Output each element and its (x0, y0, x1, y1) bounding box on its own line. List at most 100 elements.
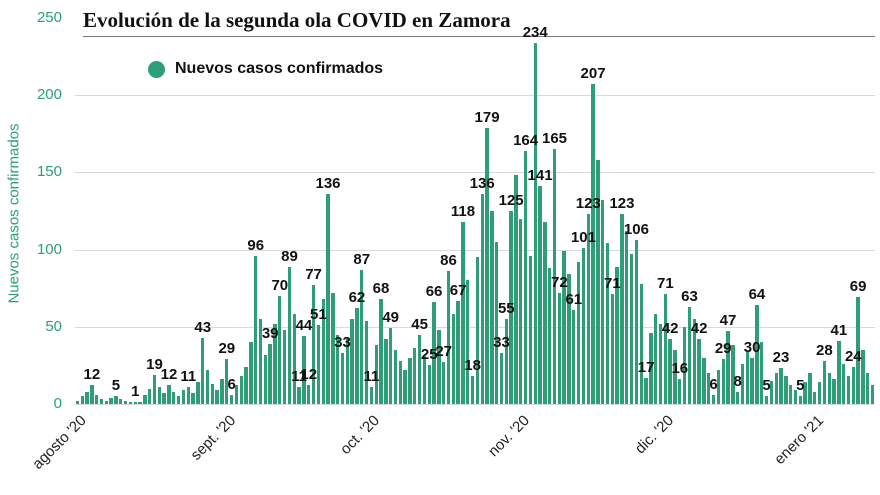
bar (90, 385, 94, 404)
bar (740, 363, 745, 404)
bar (682, 326, 687, 404)
bar (644, 377, 648, 404)
bar-value-label: 28 (816, 341, 833, 359)
bar (403, 370, 407, 404)
bar (374, 345, 378, 404)
bar-value-label: 18 (464, 357, 481, 375)
bar-value-label: 64 (748, 286, 766, 304)
bar-value-label: 12 (160, 366, 178, 384)
bar-value-label: 6 (709, 375, 718, 393)
bar (258, 319, 263, 404)
bar (152, 374, 157, 404)
bar-value-label: 25 (420, 346, 438, 364)
bar-value-label: 42 (661, 320, 679, 338)
bar-value-label: 17 (637, 358, 655, 376)
x-tick-label: dic. '20 (632, 412, 678, 458)
bar (384, 339, 388, 404)
y-tick-label: 50 (45, 317, 62, 335)
bar (417, 334, 422, 404)
bar-value-label: 30 (743, 338, 761, 356)
bar (538, 186, 542, 404)
bar (841, 363, 846, 404)
bar (413, 348, 417, 404)
bar (181, 390, 186, 404)
bar (99, 399, 104, 404)
bar (167, 385, 171, 404)
title-underline (83, 36, 875, 37)
bar (697, 339, 701, 404)
bar-value-label: 71 (604, 275, 621, 293)
bar-value-label: 61 (565, 290, 583, 308)
bar-value-label: 27 (435, 343, 453, 361)
bar (393, 349, 398, 404)
bar (360, 269, 364, 404)
bar-value-label: 29 (218, 340, 236, 358)
bar (172, 391, 176, 404)
bar-value-label: 62 (348, 289, 366, 307)
bar (148, 388, 152, 404)
bar (254, 255, 258, 404)
bar-value-label: 63 (681, 287, 698, 305)
bar (451, 314, 455, 404)
bar (605, 243, 610, 404)
bar (220, 379, 224, 404)
bar-value-label: 87 (353, 250, 371, 268)
bar-value-label: 23 (772, 349, 790, 367)
bar (721, 359, 725, 404)
bar (567, 274, 571, 404)
bar (133, 402, 137, 404)
bar (750, 357, 754, 404)
legend-label: Nuevos casos confirmados (175, 60, 384, 77)
bar-value-label: 39 (261, 324, 279, 342)
bar (475, 257, 480, 404)
bar (866, 373, 870, 404)
bar (769, 380, 774, 404)
bar (601, 200, 605, 404)
bar (514, 175, 518, 404)
bar (109, 397, 113, 404)
bar (678, 379, 682, 404)
bar (495, 241, 499, 404)
bar-value-label: 5 (111, 377, 121, 395)
gridline (75, 404, 875, 405)
y-tick-label: 250 (36, 9, 62, 26)
bar (379, 299, 383, 404)
bar-value-label: 101 (570, 229, 596, 247)
bar-value-label: 68 (372, 280, 390, 297)
bar (610, 294, 615, 404)
bar (735, 391, 740, 404)
bar (658, 323, 663, 404)
bar (311, 285, 316, 404)
bar (263, 354, 268, 404)
bar-value-label: 66 (425, 283, 443, 301)
bar-value-label: 11 (180, 368, 197, 386)
bar-value-label: 165 (542, 130, 568, 148)
bar-value-label: 11 (363, 368, 380, 386)
bar (432, 302, 436, 404)
bar-value-label: 5 (796, 377, 805, 395)
bar-value-label: 234 (522, 23, 548, 41)
bar (548, 268, 552, 404)
bar (388, 328, 393, 404)
legend-dot-icon (148, 60, 165, 78)
bar-value-label: 49 (382, 309, 399, 327)
bar (85, 391, 89, 404)
bar (586, 214, 590, 404)
bar-value-label: 141 (527, 167, 553, 185)
bar (176, 396, 181, 404)
bar (490, 211, 494, 404)
bar (634, 240, 639, 404)
bar (345, 339, 349, 404)
gridline (75, 95, 875, 97)
bar-value-label: 11 (291, 368, 308, 386)
bar (851, 366, 855, 404)
bar (788, 385, 793, 404)
bar (157, 387, 161, 404)
bar (639, 283, 643, 404)
bar (95, 394, 99, 404)
bar-value-label: 72 (550, 273, 568, 291)
bar (707, 373, 711, 404)
bar (437, 329, 441, 404)
bar (726, 331, 730, 404)
bar (581, 248, 586, 404)
